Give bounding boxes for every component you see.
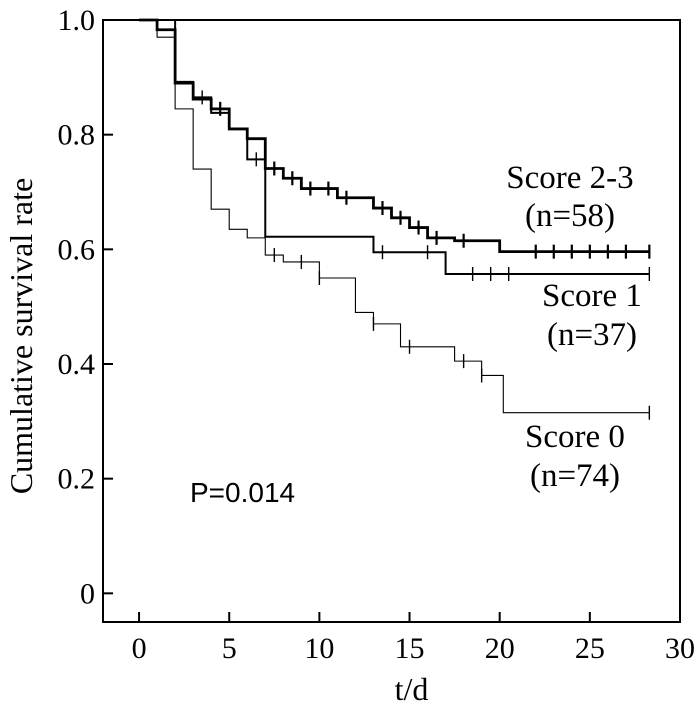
series-label-count: (n=58): [525, 198, 615, 234]
plot-frame: [102, 19, 681, 623]
x-tick-label: 5: [222, 632, 237, 665]
x-tick-label: 0: [132, 632, 147, 665]
series-line: [139, 19, 650, 275]
y-axis-label: Cumulative survival rate: [3, 178, 39, 494]
y-tick-label: 0.2: [58, 463, 96, 496]
x-tick-label: 10: [304, 632, 334, 665]
y-tick-label: 0.6: [58, 233, 96, 266]
series-label-count: (n=37): [547, 317, 637, 353]
series-label-name: Score 2-3: [506, 160, 633, 196]
series-line: [139, 19, 650, 414]
x-axis-label: t/d: [395, 671, 429, 707]
x-tick-label: 30: [665, 632, 695, 665]
series-3: [139, 19, 651, 420]
x-tick-label: 25: [575, 632, 605, 665]
x-tick-label: 15: [395, 632, 425, 665]
x-tick-label: 20: [485, 632, 515, 665]
y-tick-label: 0.8: [58, 119, 96, 152]
series-label-name: Score 1: [542, 278, 642, 314]
series-label-count: (n=74): [530, 458, 620, 494]
series-layer: [139, 18, 651, 420]
p-value-annotation: P=0.014: [190, 477, 295, 508]
series-label-name: Score 0: [525, 419, 625, 455]
y-tick-label: 0: [80, 577, 95, 610]
series-2: [139, 19, 651, 281]
y-tick-label: 1.0: [58, 4, 96, 37]
axes: 0 5 10 15 20 25 30 0 0.2 0.4 0.6 0.8 1.0 t/d Cumulativ…: [3, 4, 695, 707]
labels: Score 2-3(n=58) Score 1(n=37) Score 0(n=74…: [190, 160, 642, 508]
y-tick-label: 0.4: [58, 348, 96, 381]
